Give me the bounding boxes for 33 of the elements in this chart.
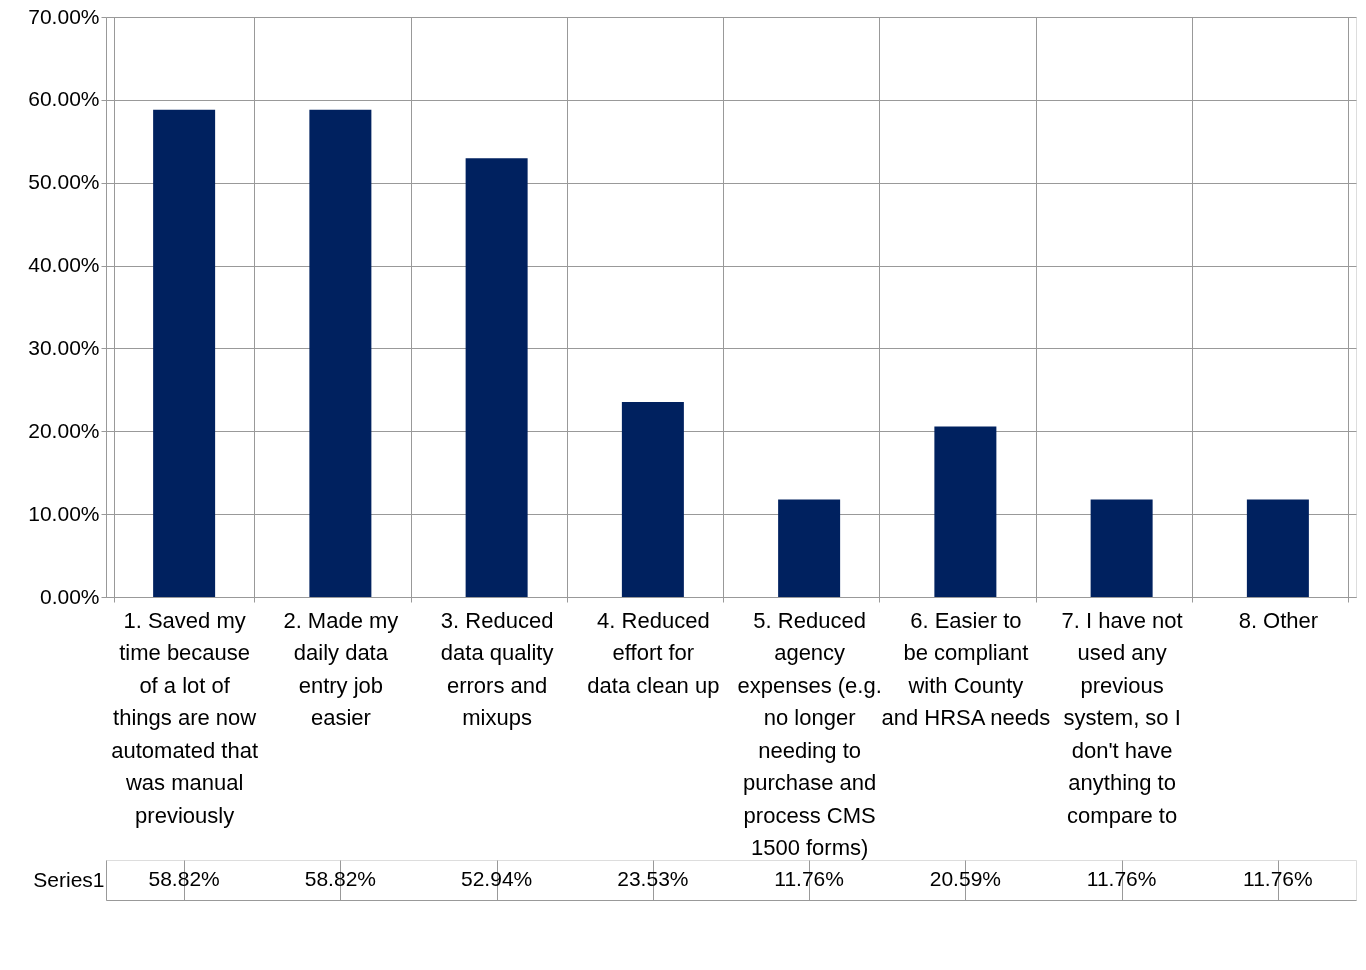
y-tick-label: 50.00% <box>28 170 100 194</box>
x-tick-label: 8. Other <box>1238 607 1319 633</box>
x-tick-label: 5. Reduced agency expenses (e.g. no longer needing to purchase and process CMS 1500 forms) <box>737 607 882 860</box>
bar <box>1246 499 1309 597</box>
y-tick-label: 20.00% <box>28 418 100 442</box>
y-tick-label: 70.00% <box>28 4 100 28</box>
bar <box>309 109 372 597</box>
y-tick-label: 60.00% <box>28 87 100 111</box>
text: Series1 <box>33 867 105 891</box>
y-tick-label: 40.00% <box>28 253 100 277</box>
data-label: 11.76% <box>1086 867 1157 890</box>
x-tick-label: 2. Made my daily data entry job easier <box>283 607 399 730</box>
bar <box>153 109 216 597</box>
y-tick-label: 30.00% <box>28 335 100 359</box>
data-label: 11.76% <box>1243 867 1313 890</box>
data-label: 58.82% <box>304 867 376 890</box>
bar <box>934 426 997 597</box>
bar <box>621 402 684 597</box>
bar <box>465 158 528 597</box>
x-tick-label: 6. Easier to be compliant with County and HRSA needs <box>881 607 1051 730</box>
x-tick-label: 4. Reduced effort for data clean up <box>587 607 720 698</box>
data-label: 11.76% <box>774 867 844 890</box>
x-tick-label: 7. I have not used any previous system, so I don't have anything to compare to <box>1061 607 1183 828</box>
y-tick-label: 0.00% <box>39 584 100 608</box>
bar <box>1090 499 1153 597</box>
bar <box>778 499 841 597</box>
data-label: 23.53% <box>617 867 689 890</box>
x-tick-label: 3. Reduced data quality errors and mixups <box>440 607 554 730</box>
data-label: 58.82% <box>148 867 220 890</box>
x-tick-label: 1. Saved my time because of a lot of things are now automated that was manual previously <box>111 607 259 828</box>
data-label: 20.59% <box>929 867 1001 890</box>
y-tick-label: 10.00% <box>28 501 100 525</box>
data-label: 52.94% <box>461 867 533 890</box>
